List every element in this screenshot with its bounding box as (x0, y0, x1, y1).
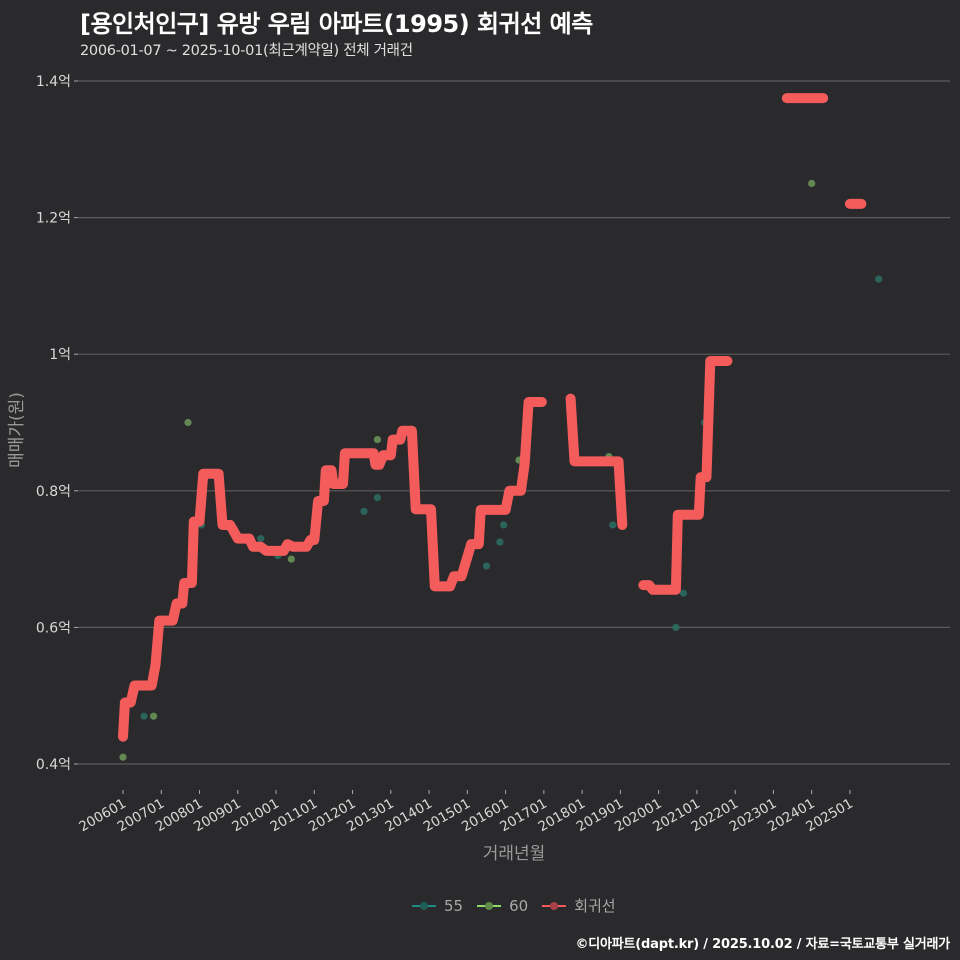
chart-subtitle: 2006-01-07 ~ 2025-10-01(최근계약일) 전체 거래건 (80, 43, 413, 59)
scatter-point-60 (150, 712, 158, 720)
legend-label-60: 60 (509, 896, 529, 915)
y-tick-label: 0.4억 (36, 757, 71, 773)
scatter-point-60 (287, 555, 295, 563)
scatter-point-55 (609, 521, 617, 529)
regression-segment (118, 397, 547, 742)
legend-item-60: 60 (477, 897, 528, 915)
scatter-point-55 (679, 589, 688, 597)
y-axis-ticks: 0.4억 0.6억 0.8억 1억 1.2억 1.4억 (36, 74, 78, 773)
legend-label-regression: 회귀선 (574, 897, 616, 915)
legend-item-regression: 회귀선 (542, 895, 616, 916)
scatter-point-55 (257, 535, 265, 543)
x-axis-title: 거래년월 (483, 844, 546, 864)
scatter-point-60 (808, 179, 816, 188)
scatter-point-55 (373, 494, 382, 502)
y-tick-label: 1억 (49, 347, 71, 363)
y-tick-label: 1.4억 (36, 74, 71, 90)
scatter-point-55 (496, 538, 504, 546)
y-tick-label: 0.8억 (36, 484, 71, 500)
scatter-point-55 (500, 521, 508, 529)
chart-title: [용인처인구] 유방 우림 아파트(1995) 회귀선 예측 (80, 10, 593, 38)
legend-item-55: 55 (412, 897, 463, 915)
scatter-point-60 (373, 435, 382, 444)
regression-segment (638, 356, 733, 595)
scatter-point-55 (875, 275, 883, 283)
scatter-point-55 (360, 507, 368, 515)
scatter-point-55 (482, 562, 491, 570)
legend-key-55-icon (412, 900, 436, 912)
scatter-point-60 (184, 418, 192, 427)
scatter-points (119, 179, 883, 761)
x-axis-ticks: 2006012007012008012009012010012011012012… (76, 790, 856, 835)
legend-key-regression-icon (542, 900, 567, 912)
y-gridlines (78, 80, 950, 765)
y-tick-label: 0.6억 (36, 620, 71, 636)
legend-label-55: 55 (444, 896, 464, 915)
regression-segment (565, 393, 628, 530)
scatter-point-55 (672, 623, 680, 632)
chart-legend: 55 60 회귀선 (412, 895, 622, 916)
scatter-point-55 (140, 712, 148, 720)
regression-line (118, 93, 867, 742)
scatter-point-60 (119, 753, 127, 761)
y-tick-label: 1.2억 (36, 211, 71, 227)
source-caption: ©디아파트(dapt.kr) / 2025.10.02 / 자료=국토교통부 실… (575, 937, 950, 952)
legend-key-60-icon (477, 900, 502, 912)
y-axis-title: 매매가(원) (7, 392, 27, 468)
